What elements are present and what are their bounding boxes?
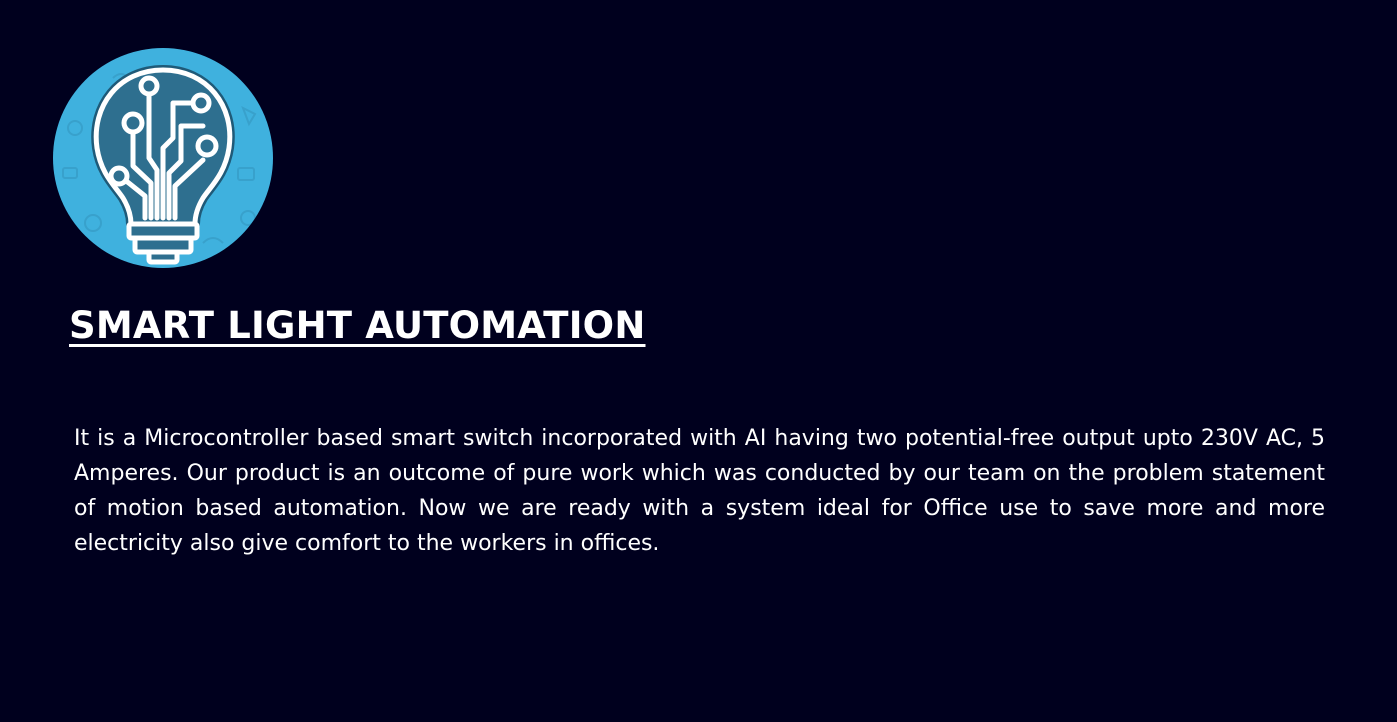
product-description: It is a Microcontroller based smart swit…: [74, 426, 1325, 556]
logo-badge: [53, 48, 273, 268]
page-title: SMART LIGHT AUTOMATION: [69, 304, 646, 347]
circuit-lightbulb-icon: [62, 65, 257, 265]
